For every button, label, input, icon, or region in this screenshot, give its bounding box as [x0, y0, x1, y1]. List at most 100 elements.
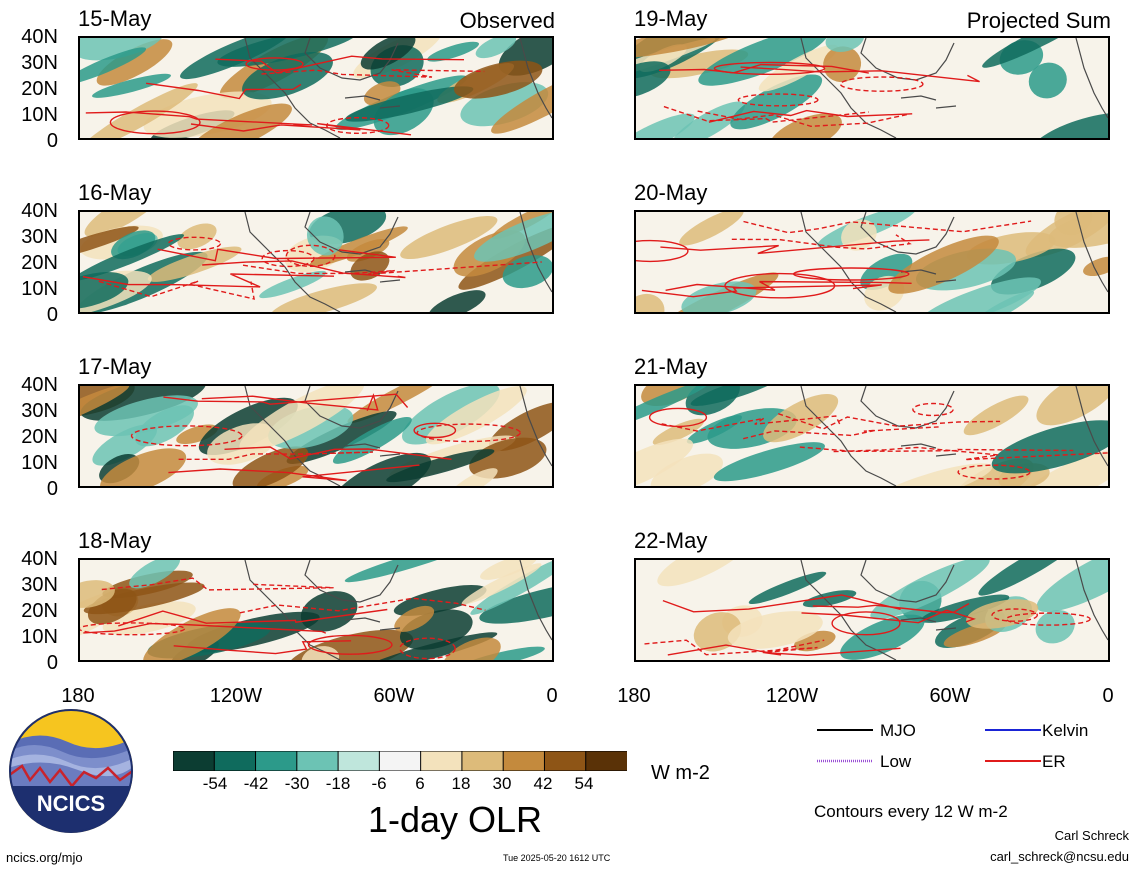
projected-label: Projected Sum	[966, 8, 1111, 33]
site-link[interactable]: ncics.org/mjo	[6, 850, 83, 865]
er-contour	[636, 239, 689, 263]
olr-anomaly	[460, 646, 545, 660]
olr-anomaly	[96, 39, 173, 86]
colorbar-swatch	[378, 751, 422, 771]
y-tick-label: 20N	[21, 600, 58, 622]
er-contour	[261, 249, 315, 268]
olr-anomaly	[83, 582, 205, 615]
olr-anomaly	[102, 601, 196, 635]
colorbar-swatch	[543, 751, 587, 771]
colorbar-swatch	[296, 751, 340, 771]
olr-anomaly	[636, 386, 713, 432]
er-contour	[118, 608, 388, 627]
er-contour	[215, 55, 465, 74]
y-tick-label: 10N	[21, 104, 58, 126]
er-contour	[167, 236, 222, 251]
er-contour	[659, 63, 869, 74]
olr-anomaly	[428, 290, 486, 312]
olr-anomaly	[657, 560, 750, 587]
legend-line-er	[985, 760, 1041, 762]
olr-field	[80, 386, 552, 486]
y-tick-label: 40N	[21, 26, 58, 48]
y-tick-label: 30N	[21, 574, 58, 596]
panel-date: 17-May	[78, 354, 152, 379]
er-contour	[801, 609, 976, 624]
olr-anomaly	[671, 101, 745, 138]
olr-anomaly	[270, 283, 377, 312]
er-contour	[399, 637, 456, 660]
y-tick-label: 10N	[21, 452, 58, 474]
olr-field	[80, 560, 552, 660]
er-contour	[708, 109, 913, 123]
olr-anomaly	[679, 212, 744, 246]
olr-anomaly	[636, 61, 671, 99]
olr-anomaly	[425, 386, 527, 445]
olr-anomaly	[427, 41, 480, 62]
olr-anomaly	[80, 386, 207, 421]
olr-anomaly	[402, 386, 500, 445]
olr-anomaly	[650, 49, 749, 79]
olr-anomaly	[920, 594, 1010, 623]
author-email[interactable]: carl_schreck@ncsu.edu	[990, 849, 1129, 864]
colorbar-label: -42	[243, 774, 269, 793]
coastline	[244, 560, 552, 660]
olr-anomaly	[461, 563, 542, 605]
olr-field	[636, 386, 1108, 486]
olr-map	[634, 36, 1110, 140]
legend-label-mjo: MJO	[880, 721, 916, 740]
olr-anomaly	[147, 246, 242, 282]
er-contour	[833, 446, 1108, 461]
panel-date: 21-May	[634, 354, 708, 379]
er-contour	[799, 446, 1074, 453]
er-contour	[224, 446, 452, 460]
er-contour	[245, 57, 304, 71]
olr-anomaly	[475, 38, 517, 59]
olr-anomaly	[636, 113, 695, 138]
olr-anomaly	[479, 581, 552, 624]
olr-anomaly	[1036, 560, 1108, 613]
olr-anomaly	[690, 386, 784, 406]
olr-anomaly	[963, 395, 1029, 436]
er-contour	[660, 239, 930, 255]
er-contour	[157, 248, 396, 262]
olr-field	[80, 212, 552, 312]
x-tick-label: 120W	[209, 685, 263, 707]
er-contour	[743, 426, 939, 440]
x-tick-label: 0	[1102, 685, 1114, 707]
olr-field	[636, 38, 1108, 138]
panel-date: 16-May	[78, 180, 152, 205]
er-contour	[724, 272, 836, 299]
panel-date: 19-May	[634, 6, 708, 31]
olr-anomaly	[825, 38, 865, 52]
er-contour	[98, 280, 255, 300]
er-contour	[831, 611, 901, 636]
er-contour	[285, 244, 336, 267]
olr-anomaly	[636, 38, 750, 58]
colorbar-units: W m-2	[651, 762, 710, 784]
er-contour	[731, 234, 912, 250]
olr-anomaly	[982, 38, 1097, 68]
olr-anomaly	[1054, 212, 1093, 236]
y-tick-label: 10N	[21, 626, 58, 648]
olr-anomaly	[636, 293, 665, 312]
olr-anomaly	[470, 560, 552, 615]
colorbar-label: -30	[284, 774, 310, 793]
y-tick-label: 40N	[21, 548, 58, 570]
olr-map	[78, 210, 554, 314]
coastline	[800, 386, 1108, 486]
olr-anomaly	[176, 424, 218, 445]
er-contour	[168, 464, 420, 482]
y-tick-label: 20N	[21, 252, 58, 274]
y-tick-label: 30N	[21, 400, 58, 422]
y-tick-label: 40N	[21, 200, 58, 222]
olr-anomaly	[448, 468, 498, 486]
colorbar-label: -6	[371, 774, 387, 793]
olr-anomaly	[763, 393, 839, 443]
olr-anomaly	[802, 590, 857, 608]
olr-anomaly	[345, 86, 474, 122]
er-contour	[146, 82, 302, 100]
olr-anomaly	[300, 591, 358, 632]
x-tick-label: 60W	[929, 685, 971, 707]
olr-anomaly	[309, 226, 408, 267]
olr-anomaly	[400, 215, 498, 260]
